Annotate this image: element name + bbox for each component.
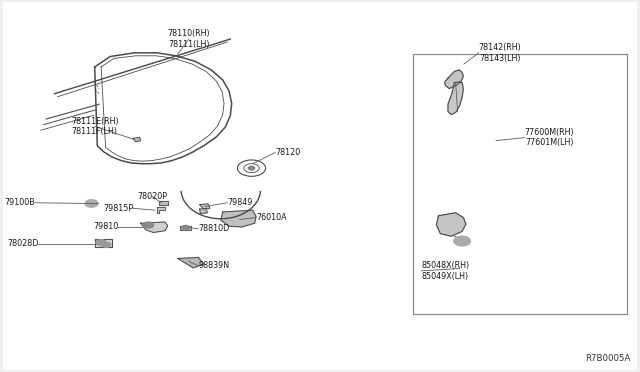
Text: 78810D: 78810D bbox=[198, 224, 230, 233]
Text: 85048X(RH)
85049X(LH): 85048X(RH) 85049X(LH) bbox=[421, 261, 469, 280]
Polygon shape bbox=[178, 257, 204, 268]
Text: 78120: 78120 bbox=[275, 148, 300, 157]
Circle shape bbox=[96, 240, 106, 246]
Circle shape bbox=[454, 236, 470, 246]
Circle shape bbox=[248, 166, 255, 170]
Polygon shape bbox=[221, 210, 256, 227]
Bar bbox=[413, 54, 627, 314]
Circle shape bbox=[143, 222, 154, 228]
Polygon shape bbox=[180, 226, 191, 230]
Polygon shape bbox=[445, 70, 463, 89]
Text: R7B0005A: R7B0005A bbox=[585, 354, 630, 363]
Text: 79849: 79849 bbox=[227, 198, 253, 207]
Text: 79815P: 79815P bbox=[103, 204, 133, 213]
Text: 78028D: 78028D bbox=[7, 239, 38, 248]
Polygon shape bbox=[200, 204, 210, 209]
Text: 76010A: 76010A bbox=[256, 213, 287, 222]
Text: 78020P: 78020P bbox=[138, 192, 167, 201]
Polygon shape bbox=[95, 239, 112, 247]
Polygon shape bbox=[436, 213, 466, 236]
Text: 78110(RH)
78111(LH): 78110(RH) 78111(LH) bbox=[168, 29, 210, 49]
Circle shape bbox=[85, 200, 98, 207]
Polygon shape bbox=[200, 208, 207, 214]
Polygon shape bbox=[157, 207, 165, 213]
Polygon shape bbox=[133, 137, 141, 142]
Text: 78111E(RH)
78111F(LH): 78111E(RH) 78111F(LH) bbox=[71, 117, 118, 136]
Text: 98839N: 98839N bbox=[198, 262, 230, 270]
Circle shape bbox=[102, 242, 111, 247]
Text: 79810: 79810 bbox=[93, 222, 118, 231]
Text: 79100B: 79100B bbox=[4, 198, 35, 207]
Polygon shape bbox=[159, 201, 168, 205]
Text: 77600M(RH)
77601M(LH): 77600M(RH) 77601M(LH) bbox=[525, 128, 575, 147]
Circle shape bbox=[182, 225, 189, 230]
Text: 78142(RH)
78143(LH): 78142(RH) 78143(LH) bbox=[479, 43, 522, 62]
Polygon shape bbox=[141, 222, 168, 232]
Polygon shape bbox=[448, 82, 463, 115]
